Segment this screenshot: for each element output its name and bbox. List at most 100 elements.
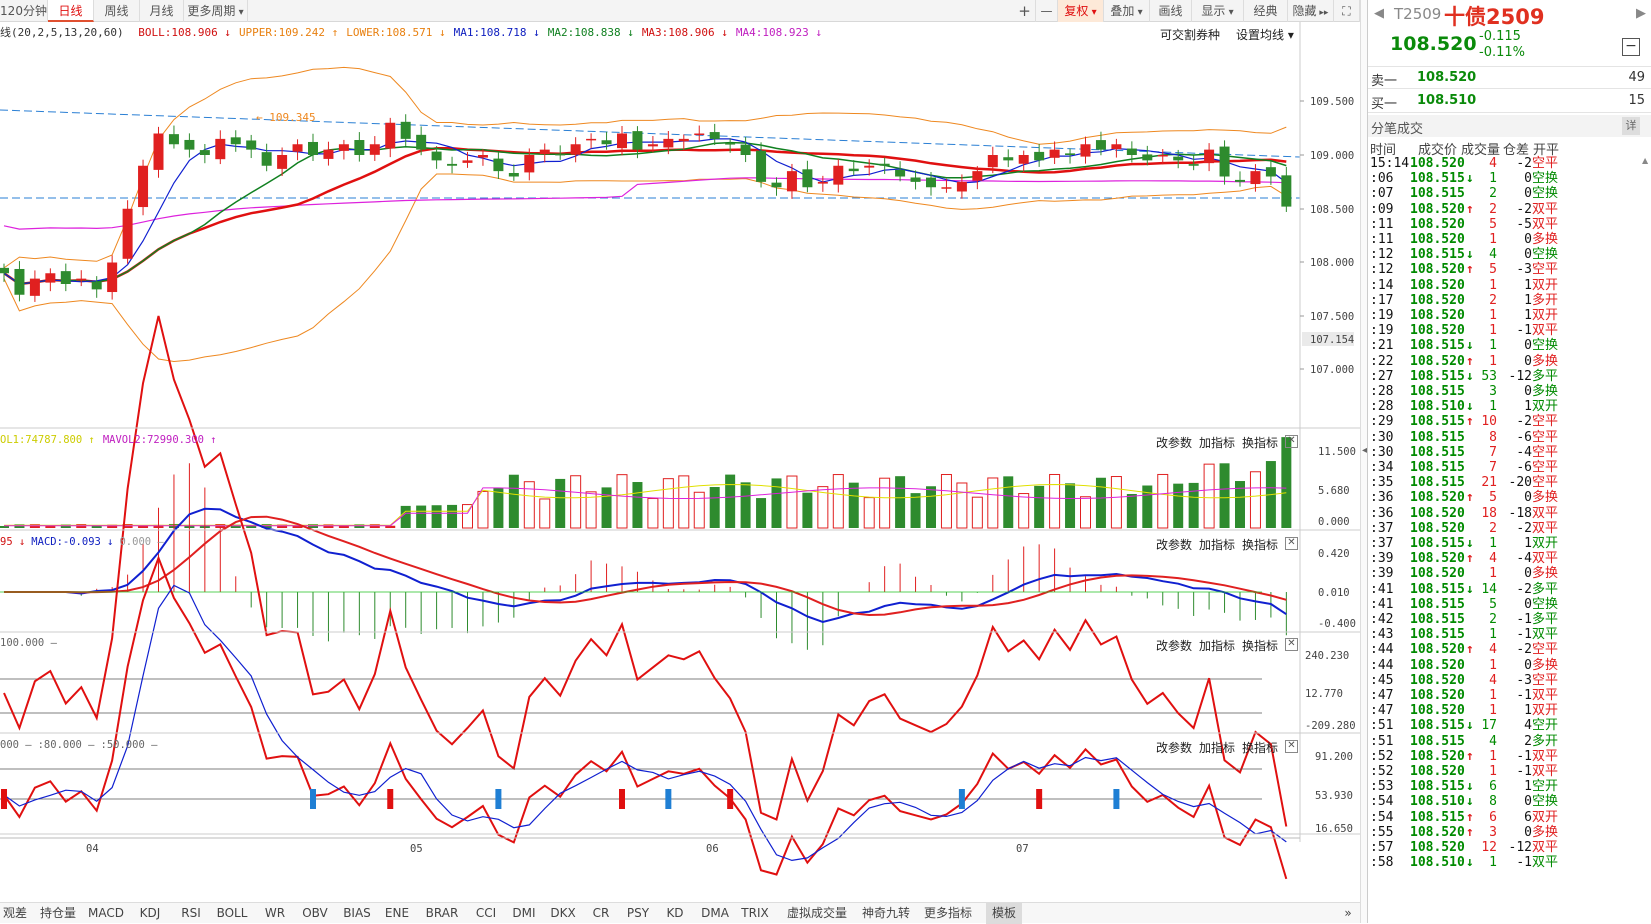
tick-volume: 1 (1489, 748, 1497, 764)
add-indicator-button[interactable]: 加指标 (1199, 436, 1236, 450)
deliverable-bonds-button[interactable]: 可交割券种 (1160, 28, 1221, 42)
volume-bar (1173, 483, 1184, 528)
indicator-tab[interactable]: CR (592, 906, 610, 920)
zoom-in-button[interactable]: + (1014, 0, 1036, 22)
scroll-up-icon[interactable]: ▲ (1642, 156, 1649, 165)
tick-row: :34 108.515 7 -6 空平 (1368, 460, 1651, 476)
close-panel-icon[interactable]: ✕ (1285, 638, 1298, 651)
indicator-tab[interactable]: 更多指标 (923, 906, 972, 920)
indicator-tab[interactable]: 模板 (986, 903, 1022, 924)
close-panel-icon[interactable]: ✕ (1285, 537, 1298, 550)
switch-indicator-button[interactable]: 换指标 (1242, 741, 1279, 755)
tick-oi: 1 (1524, 779, 1532, 795)
adjust-dropdown[interactable]: 复权 (1058, 0, 1104, 22)
indicator-tab[interactable]: DMA (701, 906, 729, 920)
add-indicator-button[interactable]: 加指标 (1199, 639, 1236, 653)
zoom-out-button[interactable]: — (1036, 0, 1058, 22)
volume-tick-label: 5.680 (1318, 485, 1350, 497)
indicator-tab[interactable]: KDJ (139, 906, 161, 920)
tick-volume: 1 (1489, 277, 1497, 293)
volume-bar (771, 478, 782, 528)
switch-indicator-button[interactable]: 换指标 (1242, 436, 1279, 450)
tick-volume: 2 (1489, 612, 1497, 627)
tick-row: :41 108.515 5 0 空换 (1368, 597, 1651, 613)
indicator-tab[interactable]: TRIX (741, 906, 769, 920)
tab-daily[interactable]: 日线 (48, 0, 94, 22)
candle-body (323, 149, 334, 159)
indicator-tab[interactable]: 神奇九转 (861, 906, 910, 920)
macd-tick-label: -0.400 (1318, 618, 1356, 630)
indicator-tab[interactable]: 观差 (2, 906, 27, 920)
overlay-dropdown[interactable]: 叠加 (1104, 0, 1150, 22)
draw-line-button[interactable]: 画线 (1150, 0, 1192, 22)
tick-row: :47 108.520 1 1 双开 (1368, 703, 1651, 719)
ticks-detail-button[interactable]: 详 (1622, 117, 1640, 135)
tab-120min[interactable]: 120分钟 (0, 0, 48, 22)
indicator-tab[interactable]: OBV (302, 906, 328, 920)
next-contract-icon[interactable]: ▶ (1636, 6, 1646, 21)
edit-params-button[interactable]: 改参数 (1156, 538, 1193, 552)
indicator-tab[interactable]: BIAS (343, 906, 371, 920)
macd-tick-label: 0.010 (1318, 587, 1350, 599)
tick-volume: 53 (1481, 368, 1497, 384)
indicator-tab[interactable]: MACD (88, 906, 124, 920)
indicator-tab[interactable]: PSY (626, 906, 650, 920)
contract-name: 十债2509 (1444, 5, 1545, 29)
candle-body (740, 144, 751, 155)
display-dropdown[interactable]: 显示 (1192, 0, 1244, 22)
close-panel-icon[interactable]: ✕ (1285, 435, 1298, 448)
candle-body (1049, 149, 1060, 158)
volume-bar (1049, 473, 1061, 529)
tick-oi: 0 (1524, 384, 1532, 399)
volume-bar (1235, 481, 1245, 528)
sidebar-splitter[interactable]: ◂ (1360, 0, 1367, 923)
indicator-tab[interactable]: WR (264, 906, 286, 920)
add-indicator-button[interactable]: 加指标 (1199, 538, 1236, 552)
tick-volume: 1 (1489, 353, 1497, 369)
indicator-tab[interactable]: BRAR (425, 906, 459, 920)
tick-price: 108.515 (1410, 384, 1465, 399)
ask-label: 卖一 (1371, 74, 1398, 89)
volume-bar (246, 525, 257, 528)
add-indicator-button[interactable]: 加指标 (1199, 741, 1236, 755)
tick-oi: 0 (1524, 232, 1532, 247)
indicator-tab[interactable]: BOLL (216, 906, 248, 920)
more-periods-dropdown[interactable]: 更多周期 (184, 0, 248, 22)
indicator-tab[interactable]: KD (666, 906, 684, 920)
price-change-pct: -0.11% (1479, 45, 1525, 60)
prev-contract-icon[interactable]: ◀ (1374, 6, 1384, 21)
tick-volume: 3 (1489, 384, 1497, 399)
kline-chart-area[interactable]: ← 109.345 109.500109.000108.500108.00010… (0, 22, 1360, 902)
volume-bar (647, 498, 659, 529)
edit-params-button[interactable]: 改参数 (1156, 436, 1193, 450)
kd-signal-marker (727, 789, 734, 809)
indicator-tab[interactable]: ENE (384, 906, 410, 920)
tabs-scroll-icon[interactable]: » (1344, 906, 1352, 920)
tick-type: 空换 (1532, 338, 1559, 354)
tick-arrow: ↑ (1466, 201, 1474, 217)
switch-indicator-button[interactable]: 换指标 (1242, 639, 1279, 653)
tab-monthly[interactable]: 月线 (140, 0, 184, 22)
collapse-icon[interactable]: − (1622, 38, 1640, 56)
indicator-tab[interactable]: 虚拟成交量 (786, 906, 847, 920)
tick-row: :17 108.520 2 1 多开 (1368, 293, 1651, 309)
indicator-tab[interactable]: RSI (181, 906, 201, 920)
tab-weekly[interactable]: 周线 (94, 0, 140, 22)
candle-body (756, 150, 767, 182)
candle-body (1219, 146, 1230, 177)
switch-indicator-button[interactable]: 换指标 (1242, 538, 1279, 552)
indicator-tab[interactable]: 持仓量 (39, 906, 76, 920)
ma-settings-dropdown[interactable]: 设置均线 ▾ (1236, 28, 1294, 42)
indicator-tab[interactable]: DKX (550, 906, 576, 920)
indicator-tab[interactable]: DMI (512, 906, 536, 920)
classic-button[interactable]: 经典 (1244, 0, 1288, 22)
close-panel-icon[interactable]: ✕ (1285, 740, 1298, 753)
edit-params-button[interactable]: 改参数 (1156, 639, 1193, 653)
tick-volume: 4 (1489, 247, 1497, 263)
hide-button[interactable]: 隐藏 ▸▸ (1288, 0, 1334, 22)
fullscreen-icon[interactable]: ⛶ (1334, 0, 1360, 22)
indicator-tab[interactable]: CCI (475, 906, 497, 920)
candle-body (1250, 171, 1261, 185)
edit-params-button[interactable]: 改参数 (1156, 741, 1193, 755)
tick-type: 双开 (1532, 308, 1559, 323)
